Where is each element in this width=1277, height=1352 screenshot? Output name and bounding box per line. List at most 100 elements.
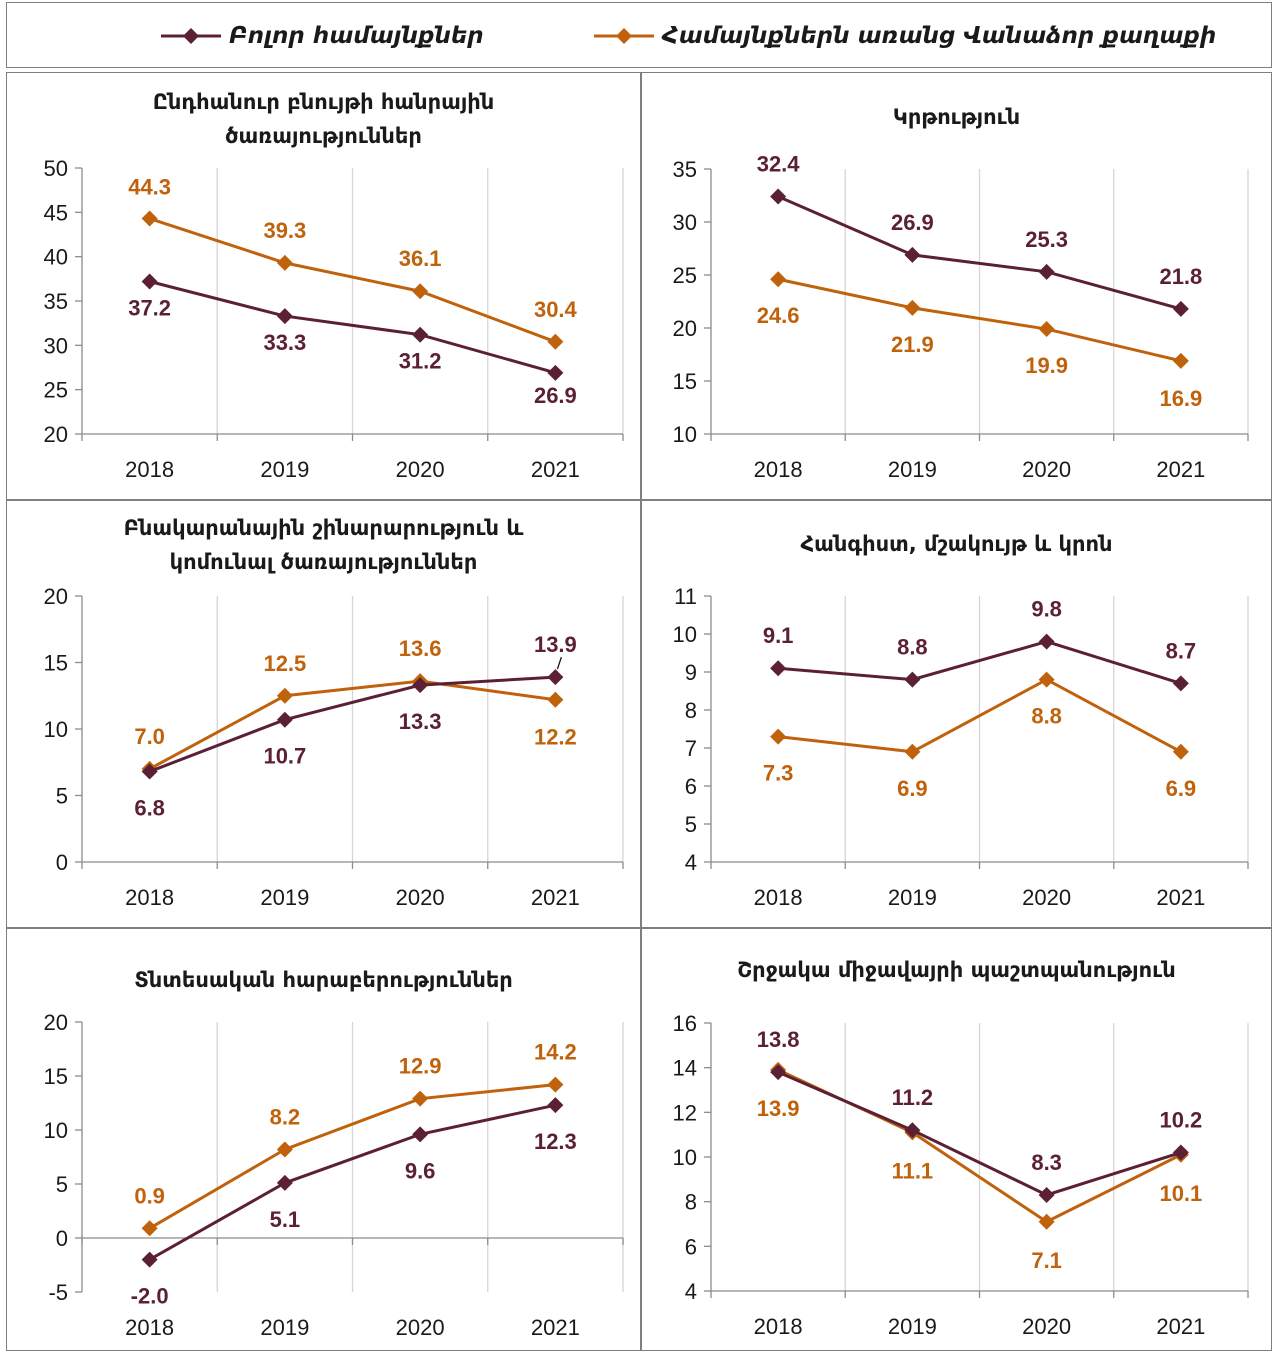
data-label-all: 11.2 (892, 1085, 934, 1110)
x-tick-label: 2021 (1156, 885, 1205, 910)
data-point-excl (547, 1076, 564, 1093)
y-tick-label: 20 (44, 1010, 68, 1035)
y-tick-label: 5 (56, 784, 68, 809)
series-line-all (149, 675, 556, 773)
data-label-all: 32.4 (757, 152, 801, 177)
y-tick-label: 0 (56, 1226, 68, 1251)
series-line-all (777, 640, 1182, 685)
data-point-excl (141, 210, 158, 227)
line-chart-svg: 0 5 10 15 20 2018 2019 2020 2021 6.8 10.7 13.3 13.9 7… (44, 584, 624, 910)
legend-label-excl: Համայնքներն առանց Վանաձոր քաղաքի (662, 23, 1217, 49)
data-label-excl: 7.1 (1031, 1248, 1062, 1273)
y-tick-label: 15 (673, 369, 697, 394)
y-tick-label: 35 (44, 289, 68, 314)
data-point-all (770, 660, 787, 677)
data-point-excl (412, 1090, 429, 1107)
chart-panel-education: 10 15 20 25 30 35 2018 2019 2020 2021 32.4 26.9 25.3… (641, 72, 1272, 500)
chart-panel-economic: -5 0 5 10 15 20 2018 2019 2020 2021 -2.0 5.1 9.6 12.3… (6, 928, 641, 1351)
chart-title: Կրթություն (892, 105, 1021, 129)
y-tick-label: 8 (685, 698, 697, 723)
series-line-excl (148, 679, 556, 771)
data-label-excl: 7.0 (134, 724, 165, 749)
line-chart-svg: 4 6 8 10 12 14 16 2018 2019 2020 2021 13.8 11.2 8.3 10… (673, 1011, 1249, 1339)
data-point-excl (1038, 321, 1055, 338)
y-tick-label: 40 (44, 245, 68, 270)
data-label-excl: 36.1 (399, 246, 442, 271)
x-tick-label: 2019 (888, 885, 937, 910)
y-tick-label: 5 (56, 1172, 68, 1197)
data-label-excl: 16.9 (1159, 386, 1202, 411)
data-label-all: 8.7 (1166, 638, 1197, 663)
data-point-all (412, 1126, 429, 1143)
legend-item-all: Բոլոր համայնքներ (159, 3, 484, 69)
y-tick-label: 20 (44, 422, 68, 447)
data-label-excl: 39.3 (263, 218, 306, 243)
y-tick-label: 0 (56, 850, 68, 875)
chart-title: Հանգիստ, մշակույթ և կրոն (800, 532, 1113, 556)
x-tick-label: 2021 (1156, 1314, 1205, 1339)
data-label-all: 26.9 (534, 383, 577, 408)
data-point-all (1038, 1186, 1055, 1203)
data-label-all: 12.3 (534, 1129, 577, 1154)
data-point-excl (1172, 743, 1189, 760)
data-point-all (904, 246, 921, 263)
y-tick-label: 25 (673, 263, 697, 288)
data-point-excl (276, 687, 293, 704)
data-point-excl (904, 743, 921, 760)
line-chart-svg: 4 5 6 7 8 9 10 11 2018 2019 2020 2021 9.1 8.8 9.8 8.7 7.… (673, 584, 1249, 910)
y-tick-label: 4 (685, 1279, 697, 1304)
data-label-all: 13.9 (534, 632, 577, 657)
data-label-excl: 6.9 (1166, 776, 1197, 801)
data-label-excl: 12.5 (263, 651, 306, 676)
data-point-all (141, 273, 158, 290)
data-label-all: 8.3 (1031, 1150, 1062, 1175)
data-label-excl: 8.8 (1031, 704, 1062, 729)
data-label-all: 33.3 (263, 330, 306, 355)
data-label-excl: 11.1 (892, 1158, 934, 1183)
data-label-all: 31.2 (399, 349, 442, 374)
series-line-all (777, 195, 1182, 311)
chart-legend: Բոլոր համայնքներ Համայնքներն առանց Վանաձ… (6, 2, 1272, 68)
data-label-excl: 13.6 (399, 636, 442, 661)
x-tick-label: 2018 (125, 457, 174, 482)
y-tick-label: 30 (673, 210, 697, 235)
data-label-excl: 14.2 (534, 1040, 577, 1065)
data-point-all (1172, 675, 1189, 692)
data-label-all: 9.8 (1031, 597, 1062, 622)
y-tick-label: 14 (673, 1056, 697, 1081)
y-tick-label: 10 (44, 1118, 68, 1143)
x-tick-label: 2018 (125, 1315, 174, 1340)
data-label-all: 25.3 (1025, 227, 1068, 252)
series-line-all (149, 280, 556, 375)
data-label-all: 21.8 (1159, 264, 1202, 289)
y-tick-label: 9 (685, 660, 697, 685)
data-point-all (276, 711, 293, 728)
data-label-all: 26.9 (891, 210, 934, 235)
y-tick-label: 5 (685, 812, 697, 837)
data-label-excl: 6.9 (897, 776, 928, 801)
series-line-excl (777, 277, 1182, 363)
x-tick-label: 2019 (260, 885, 309, 910)
data-label-all: 13.8 (757, 1027, 800, 1052)
data-point-all (770, 1064, 787, 1081)
x-tick-label: 2021 (531, 457, 580, 482)
data-point-excl (547, 333, 564, 350)
y-tick-label: 15 (44, 1064, 68, 1089)
x-tick-label: 2021 (531, 1315, 580, 1340)
x-tick-label: 2020 (396, 1315, 445, 1340)
data-label-excl: 44.3 (128, 175, 171, 200)
y-tick-label: 45 (44, 200, 68, 225)
data-label-all: 10.2 (1159, 1108, 1202, 1133)
y-tick-label: 6 (685, 1234, 697, 1259)
data-point-excl (770, 728, 787, 745)
data-point-excl (1038, 671, 1055, 688)
data-label-all: 9.1 (763, 623, 794, 648)
series-line-excl (149, 217, 556, 344)
chart-title: Ընդհանուր բնույթի հանրային ծառայությունն… (152, 90, 495, 148)
x-tick-label: 2018 (754, 1314, 803, 1339)
series-line-excl (148, 1083, 556, 1230)
y-tick-label: -5 (48, 1280, 68, 1305)
data-point-excl (1172, 352, 1189, 369)
x-tick-label: 2018 (754, 457, 803, 482)
y-tick-label: 35 (673, 157, 697, 182)
